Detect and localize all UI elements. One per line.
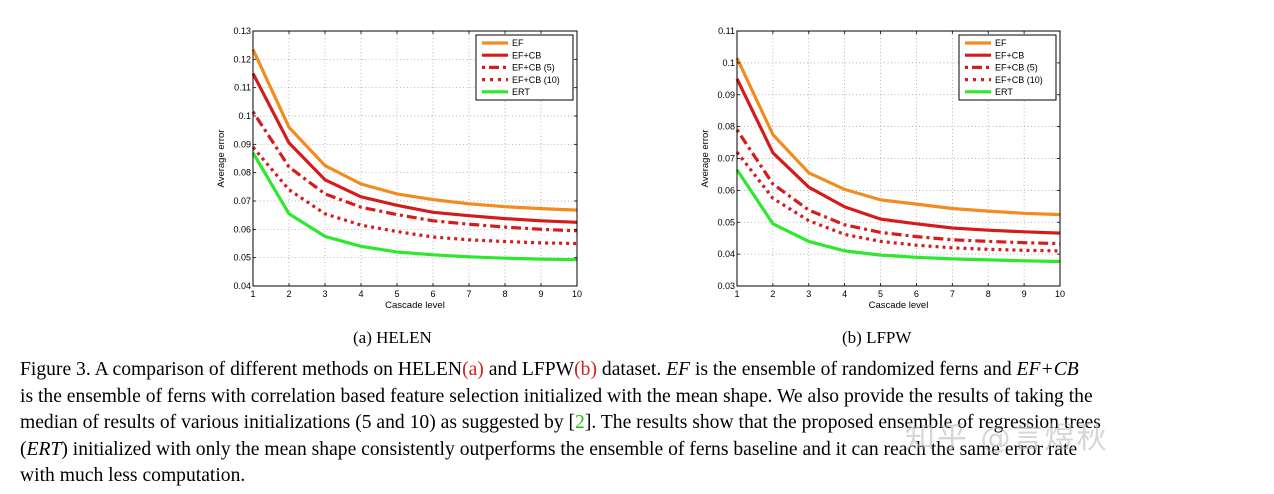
- legend-label: ERT: [995, 87, 1013, 97]
- x-tick-label: 5: [878, 289, 883, 299]
- x-tick-label: 2: [286, 289, 291, 299]
- x-tick-label: 9: [1022, 289, 1027, 299]
- y-axis-label: Average error: [216, 130, 227, 188]
- series-line-ef-cb-10: [251, 146, 578, 246]
- legend-label: EF+CB: [995, 50, 1024, 60]
- series-line-ert: [251, 151, 578, 262]
- x-tick-label: 7: [466, 289, 471, 299]
- y-tick-label: 0.08: [717, 122, 735, 132]
- x-tick-label: 9: [538, 289, 543, 299]
- figure-caption: Figure 3. A comparison of different meth…: [20, 357, 1264, 490]
- x-tick-label: 6: [914, 289, 919, 299]
- legend-label: EF: [512, 38, 524, 48]
- series-line-ef: [251, 48, 578, 212]
- y-tick-label: 0.09: [233, 139, 251, 149]
- caption-text: and LFPW: [483, 359, 575, 380]
- series-line-ef-cb: [251, 72, 578, 224]
- caption-line: (ERT) initialized with only the mean sha…: [20, 437, 1264, 464]
- helen-chart: 1 2 3 4 5 6 7 8 9 10 0.04 0.05 0.06 0.07 0.08 0.09 0.1 0.…: [216, 26, 582, 311]
- lfpw-chart: 1 2 3 4 5 6 7 8 9 10 0.03 0.04 0.05 0.06 0.07 0.08 0.09 0…: [700, 26, 1065, 311]
- figure-ref-link[interactable]: (a): [462, 359, 484, 380]
- caption-term: EF+CB: [1016, 359, 1079, 380]
- citation-link[interactable]: 2: [575, 412, 585, 433]
- figure-ref-link[interactable]: (b): [574, 359, 598, 380]
- x-axis-label: Cascade level: [869, 300, 929, 311]
- legend-label: EF+CB (5): [512, 63, 555, 73]
- y-axis-label: Average error: [700, 130, 711, 188]
- x-tick-label: 7: [950, 289, 955, 299]
- x-tick-label: 4: [358, 289, 363, 299]
- x-tick-label: 1: [250, 289, 255, 299]
- caption-line: Figure 3. A comparison of different meth…: [20, 357, 1264, 384]
- subcaption-lfpw: (b) LFPW: [842, 328, 912, 347]
- x-tick-label: 4: [842, 289, 847, 299]
- caption-text: ) initialized with only the mean shape c…: [61, 438, 1078, 460]
- watermark: 知乎 @言煜秋: [905, 421, 1109, 456]
- y-tick-label: 0.07: [233, 196, 251, 206]
- y-tick-label: 0.1: [722, 58, 735, 68]
- x-tick-label: 10: [572, 289, 582, 299]
- caption-text: ]. The results show that the proposed en…: [584, 412, 1101, 433]
- y-tick-label: 0.12: [233, 54, 251, 64]
- series-line-ef-cb-5: [251, 110, 578, 233]
- x-tick-label: 1: [734, 289, 739, 299]
- caption-term: ERT: [26, 438, 62, 460]
- legend-label: EF+CB (10): [995, 75, 1043, 85]
- y-tick-label: 0.09: [717, 90, 735, 100]
- caption-text: Figure 3. A comparison of different meth…: [20, 359, 463, 380]
- series-line-ert: [735, 168, 1061, 264]
- x-tick-label: 8: [986, 289, 991, 299]
- y-tick-label: 0.07: [717, 154, 735, 164]
- y-tick-label: 0.05: [717, 217, 735, 227]
- y-tick-label: 0.13: [233, 26, 251, 36]
- caption-text: with much less computation.: [20, 465, 246, 486]
- x-tick-label: 3: [322, 289, 327, 299]
- legend-label: EF: [995, 38, 1007, 48]
- legend-label: EF+CB: [512, 50, 541, 60]
- legend: EF EF+CB EF+CB (5) EF+CB (10) ERT: [958, 34, 1057, 101]
- caption-line: with much less computation.: [20, 463, 1264, 490]
- y-tick-label: 0.1: [238, 111, 251, 121]
- x-tick-label: 8: [502, 289, 507, 299]
- caption-text: median of results of various initializat…: [20, 412, 576, 433]
- legend-label: EF+CB (10): [512, 75, 560, 85]
- series-line-ef-cb-5: [735, 128, 1061, 246]
- y-tick-label: 0.06: [717, 185, 735, 195]
- y-tick-label: 0.04: [233, 281, 251, 291]
- legend-label: ERT: [512, 87, 530, 97]
- series-line-ef: [735, 57, 1061, 217]
- x-axis-label: Cascade level: [385, 300, 445, 311]
- caption-text: is the ensemble of ferns with correlatio…: [20, 385, 1093, 407]
- y-tick-label: 0.11: [234, 83, 251, 93]
- y-tick-label: 0.11: [718, 26, 735, 36]
- y-tick-label: 0.06: [233, 224, 251, 234]
- caption-text: dataset.: [597, 359, 667, 380]
- y-tick-label: 0.05: [233, 253, 251, 263]
- x-tick-label: 3: [806, 289, 811, 299]
- caption-text: is the ensemble of randomized ferns and: [690, 359, 1017, 380]
- caption-text: (: [20, 438, 27, 460]
- axes-frame: [252, 30, 578, 287]
- legend-label: EF+CB (5): [995, 63, 1038, 73]
- x-tick-label: 6: [430, 289, 435, 299]
- legend: EF EF+CB EF+CB (5) EF+CB (10) ERT: [475, 34, 574, 101]
- x-tick-label: 2: [770, 289, 775, 299]
- y-tick-label: 0.04: [717, 249, 735, 259]
- y-tick-label: 0.03: [717, 281, 735, 291]
- caption-term: EF: [666, 359, 691, 380]
- caption-line: median of results of various initializat…: [20, 410, 1264, 437]
- x-tick-label: 10: [1055, 289, 1065, 299]
- series-line-ef-cb: [735, 78, 1061, 235]
- caption-line: is the ensemble of ferns with correlatio…: [20, 384, 1264, 411]
- x-tick-label: 5: [394, 289, 399, 299]
- series-line-ef-cb-10: [735, 151, 1061, 253]
- y-tick-label: 0.08: [233, 168, 251, 178]
- subcaption-helen: (a) HELEN: [353, 328, 432, 347]
